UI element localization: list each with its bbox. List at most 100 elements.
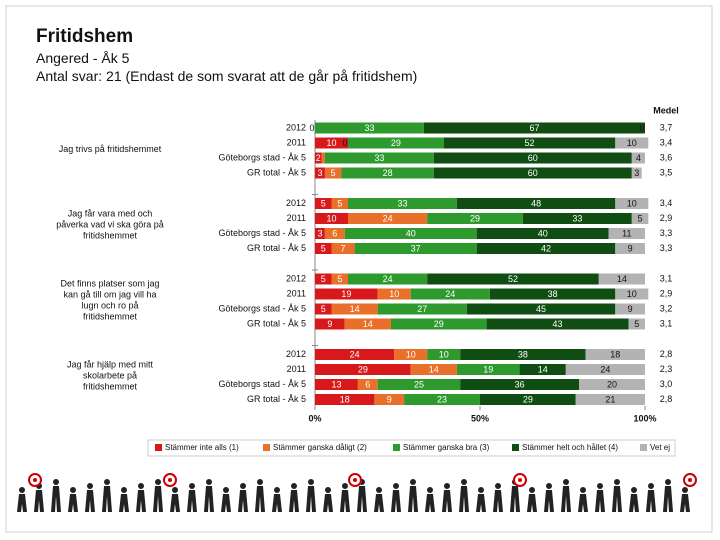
mean-label: 2,9 [660,288,673,298]
data-label: 5 [638,213,643,223]
category-label: Göteborgs stad - Åk 5 [218,303,306,313]
data-label: 19 [483,364,493,374]
figure-body [255,486,265,512]
data-label: 5 [321,274,326,284]
legend-box [147,439,676,457]
category-label: Göteborgs stad - Åk 5 [218,379,306,389]
data-label: 52 [508,274,518,284]
bar-segment [344,228,477,239]
bar-segment [315,379,358,390]
bar-segment [427,349,461,360]
mean-label: 2,8 [660,349,673,359]
data-label: 9 [327,319,332,329]
data-label: 10 [406,349,416,359]
data-label: 37 [411,243,421,253]
category-label: 2011 [287,213,306,223]
figure-body [68,494,78,512]
data-label: 33 [364,123,374,133]
figure-body [442,490,452,512]
data-label: 67 [529,123,539,133]
figure-head [427,487,433,493]
figure-body [493,490,503,512]
mean-label: 3,3 [660,228,673,238]
figure-head [444,483,450,489]
figure-head [342,483,348,489]
figure-body [17,494,27,512]
data-label: 28 [383,168,393,178]
category-label: GR total - Åk 5 [247,167,306,177]
mean-label: 3,1 [660,318,673,328]
legend-label: Stämmer ganska bra (3) [403,443,490,452]
data-label: 5 [321,243,326,253]
legend-swatch [393,444,400,451]
figure-body [289,490,299,512]
category-label: 2011 [287,364,306,374]
group-label: Jag får hjälp med mitt skolarbete på friti… [67,360,154,392]
bar-segment [489,288,616,300]
figure-body [306,486,316,512]
figure-body [187,490,197,512]
legend-label: Stämmer inte alls (1) [165,443,239,452]
data-label: 25 [414,379,424,389]
data-label: 5 [321,198,326,208]
figure-body [374,494,384,512]
figure-head [597,483,603,489]
mean-label: 3,2 [660,303,673,313]
group-label: Jag trivs på fritidshemmet [59,144,162,154]
target-dot [33,478,37,482]
mean-label: 3,4 [660,137,673,147]
bar-segment [331,303,378,315]
figure-body [408,486,418,512]
footer-figures [17,473,697,512]
legend-swatch [512,444,519,451]
bar-segment [480,394,576,405]
bar-segment [315,213,348,224]
data-label: 42 [541,243,551,253]
legend-swatch [640,444,647,451]
bar-segment [331,273,348,285]
target-dot [168,478,172,482]
figure-head [461,479,467,485]
data-label: 5 [331,168,336,178]
data-label: 33 [374,153,384,163]
data-label: 24 [383,274,393,284]
bar-segment [427,273,599,285]
bar-segment [476,228,609,239]
data-label: 3 [317,168,322,178]
bar-segment [631,167,642,179]
bar-segment [433,167,632,179]
figure-head [70,487,76,493]
data-label: 29 [434,319,444,329]
data-label: 43 [553,319,563,329]
data-label: 36 [515,379,525,389]
data-label: 13 [331,379,341,389]
bar-segment [315,318,345,330]
bar-segment [377,288,411,300]
data-label: 3 [317,228,322,238]
bar-segment [315,122,424,134]
data-label: 10 [627,138,637,148]
data-label: 52 [524,138,534,148]
figure-body [119,494,129,512]
figure-head [138,483,144,489]
legend-label: Stämmer ganska dåligt (2) [273,443,367,452]
figure-body [153,486,163,512]
bar-segment [615,198,649,209]
figure-body [544,490,554,512]
figure-head [240,483,246,489]
data-label: 45 [536,304,546,314]
bar-segment [585,349,645,360]
data-label: 24 [383,213,393,223]
data-label: 29 [358,364,368,374]
data-label: 20 [607,379,617,389]
figure-body [459,486,469,512]
figure-body [425,494,435,512]
figure-body [357,486,367,512]
bar-segment [324,228,345,239]
bar-segment [615,243,645,254]
data-label: 14 [350,304,360,314]
figure-head [614,479,620,485]
category-label: 2012 [286,198,306,208]
bar-segment [598,273,645,285]
target-dot [353,478,357,482]
